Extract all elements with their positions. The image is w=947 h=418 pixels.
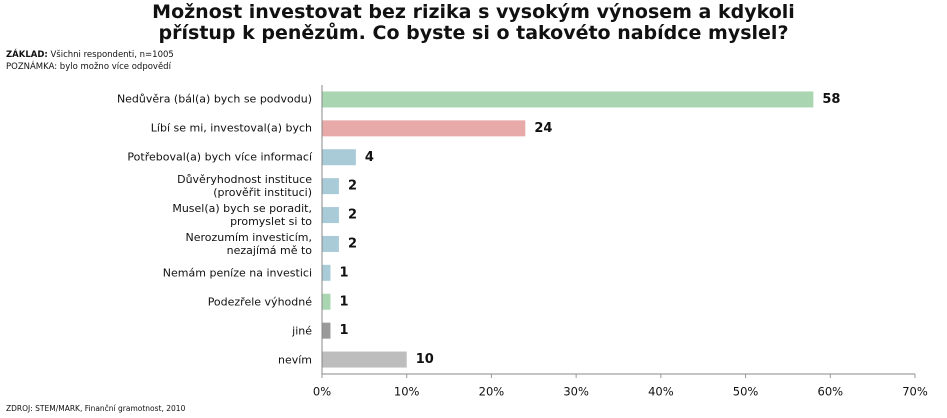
- note: POZNÁMKA: bylo možno více odpovědí: [6, 62, 171, 72]
- x-tick-label: 60%: [818, 385, 844, 399]
- value-label: 10: [416, 352, 434, 367]
- x-tick-label: 30%: [563, 385, 589, 399]
- value-label: 2: [348, 208, 357, 223]
- category-label: jiné: [292, 324, 312, 338]
- bar: [322, 149, 356, 166]
- x-tick-label: 40%: [648, 385, 674, 399]
- category-label: Líbí se mi, investoval(a) bych: [150, 121, 312, 135]
- value-label: 2: [348, 236, 357, 251]
- x-tick-label: 50%: [733, 385, 759, 399]
- base-note: ZÁKLAD: Všichni respondenti, n=1005: [6, 50, 174, 60]
- value-label: 24: [534, 121, 552, 136]
- base-text: Všichni respondenti, n=1005: [50, 50, 174, 60]
- bar: [322, 264, 331, 281]
- category-label: nevím: [277, 353, 312, 367]
- category-label: Musel(a) bych se poradit, promyslet si t…: [172, 202, 312, 229]
- value-label: 1: [339, 294, 348, 309]
- bar: [322, 351, 407, 368]
- bar: [322, 235, 339, 252]
- bar: [322, 293, 331, 310]
- bar: [322, 322, 331, 339]
- bar: [322, 207, 339, 224]
- category-label: Nerozumím investicím, nezajímá mě to: [185, 230, 312, 257]
- value-label: 1: [339, 323, 348, 338]
- bar: [322, 178, 339, 195]
- value-label: 2: [348, 179, 357, 194]
- x-tick-label: 70%: [902, 385, 928, 399]
- base-label: ZÁKLAD:: [6, 50, 48, 60]
- value-label: 1: [339, 265, 348, 280]
- category-label: Nedůvěra (bál(a) bych se podvodu): [116, 92, 312, 106]
- bar: [322, 91, 814, 108]
- x-tick-label: 10%: [394, 385, 420, 399]
- category-label: Podezřele výhodné: [207, 295, 312, 309]
- category-label: Potřeboval(a) bych více informací: [127, 150, 312, 164]
- value-label: 4: [365, 150, 374, 165]
- category-label: Důvěryhodnost instituce (prověřit instit…: [177, 173, 312, 200]
- x-tick-label: 20%: [479, 385, 505, 399]
- bar: [322, 120, 526, 137]
- chart-title: Možnost investovat bez rizika s vysokým …: [152, 1, 795, 44]
- category-label: Nemám peníze na investici: [162, 266, 312, 280]
- x-tick-label: 0%: [313, 385, 331, 399]
- source: ZDROJ: STEM/MARK, Finanční gramotnost, 2…: [6, 404, 186, 413]
- value-label: 58: [822, 92, 840, 107]
